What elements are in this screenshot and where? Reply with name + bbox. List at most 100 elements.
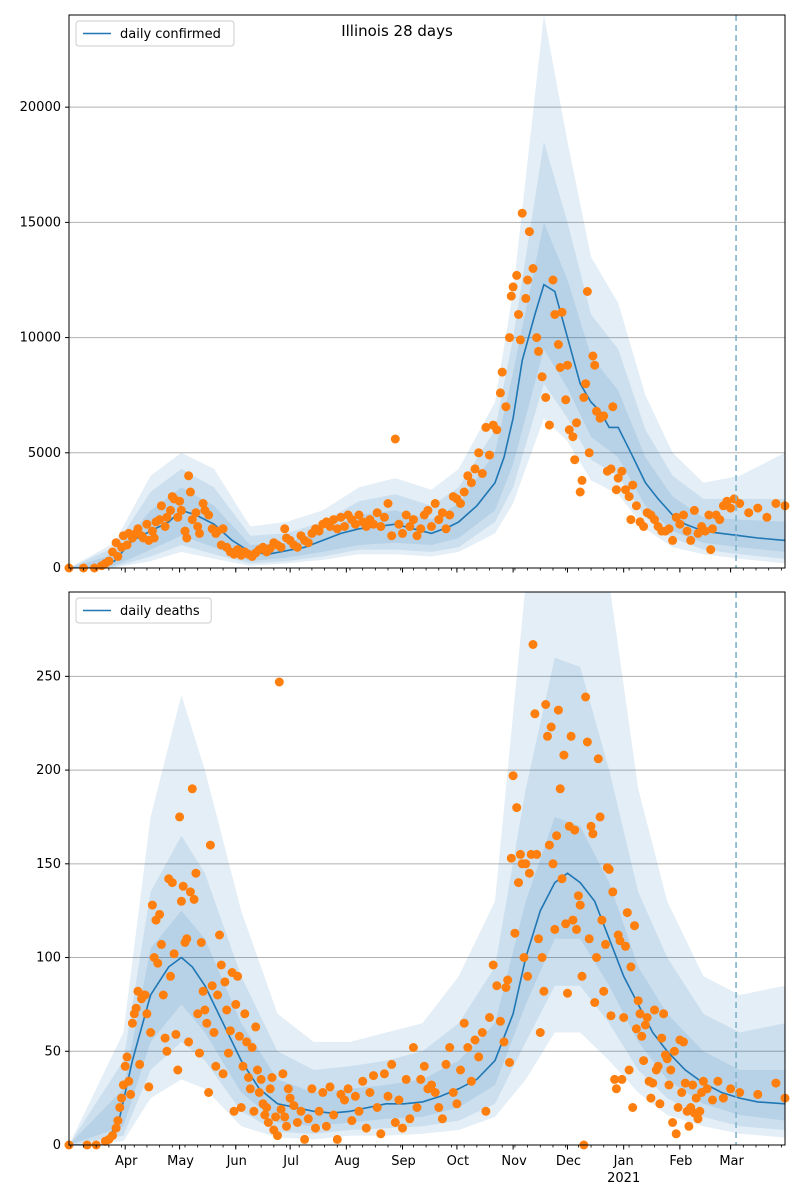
observed-point — [144, 1082, 154, 1092]
x-tick-label: Jun — [226, 1154, 247, 1169]
observed-point — [184, 471, 194, 481]
observed-point — [300, 1134, 310, 1144]
chart-title: Illinois 28 days — [341, 22, 453, 40]
observed-point — [307, 1084, 317, 1094]
observed-point — [158, 990, 168, 1000]
observed-point — [187, 784, 197, 794]
observed-point — [485, 1013, 494, 1022]
observed-point — [566, 731, 576, 741]
observed-point — [470, 464, 480, 474]
confidence-band-1 — [69, 816, 785, 1145]
observed-point — [224, 1048, 233, 1058]
observed-point — [501, 983, 511, 992]
observed-point — [369, 1071, 378, 1081]
observed-point — [398, 528, 407, 538]
observed-point — [263, 1118, 273, 1127]
observed-point — [615, 936, 625, 946]
plot-area — [69, 592, 785, 1145]
x-tick-label: Dec — [556, 1154, 581, 1169]
observed-point — [218, 524, 228, 534]
observed-point — [430, 1088, 440, 1097]
observed-point — [191, 508, 201, 518]
observed-point — [680, 1078, 690, 1088]
observed-point — [550, 924, 560, 934]
observed-point — [563, 988, 572, 998]
observed-point — [171, 1029, 181, 1039]
observed-point — [679, 510, 688, 520]
observed-point — [503, 975, 513, 985]
observed-point — [617, 1074, 627, 1084]
observed-point — [762, 512, 772, 522]
observed-point — [624, 1065, 634, 1075]
observed-point — [340, 522, 349, 531]
observed-point — [557, 874, 567, 884]
observed-point — [541, 700, 551, 709]
observed-point — [187, 515, 197, 525]
observed-point — [229, 1106, 239, 1116]
observed-point — [234, 1031, 244, 1041]
observed-point — [434, 1103, 444, 1112]
y-tick-label: 200 — [36, 763, 61, 778]
observed-point — [537, 953, 547, 962]
observed-point — [635, 1009, 645, 1019]
observed-point — [180, 526, 190, 536]
observed-point — [753, 503, 763, 513]
observed-point — [215, 930, 224, 940]
observed-point — [427, 1080, 436, 1090]
observed-point — [423, 505, 433, 515]
observed-point — [669, 1046, 679, 1056]
observed-point — [691, 1093, 701, 1103]
observed-point — [430, 499, 440, 508]
observed-point — [662, 1054, 672, 1064]
observed-point — [175, 496, 185, 506]
observed-point — [506, 291, 516, 301]
observed-point — [142, 1009, 152, 1019]
observed-point — [401, 1074, 411, 1084]
observed-point — [193, 522, 203, 531]
observed-point — [610, 1074, 620, 1084]
observed-point — [517, 208, 527, 218]
observed-point — [532, 333, 542, 343]
observed-point — [671, 512, 681, 522]
confidence-band-2 — [69, 657, 785, 1145]
observed-point — [604, 864, 614, 874]
observed-point — [387, 531, 397, 541]
observed-point — [185, 487, 195, 497]
observed-point — [416, 524, 426, 534]
observed-point — [256, 1074, 266, 1084]
observed-point — [173, 512, 183, 522]
observed-point — [332, 524, 342, 534]
observed-point — [271, 1112, 281, 1122]
observed-point — [553, 340, 563, 349]
observed-point — [437, 508, 447, 518]
observed-point — [383, 1091, 393, 1101]
observed-point — [684, 1121, 694, 1131]
confidence-band-3 — [69, 15, 785, 568]
x-tick-label: Jul — [282, 1154, 299, 1169]
observed-point — [505, 333, 514, 343]
legend-box — [75, 20, 235, 47]
observed-point — [166, 505, 175, 515]
observed-point — [628, 480, 638, 490]
observed-point — [611, 1084, 621, 1094]
observed-point — [664, 524, 674, 534]
observed-point — [280, 524, 290, 534]
observed-point — [176, 896, 186, 906]
observed-point — [379, 512, 389, 522]
observed-point — [653, 1061, 663, 1071]
observed-point — [276, 542, 286, 552]
observed-point — [515, 849, 525, 859]
observed-point — [505, 1058, 514, 1067]
observed-point — [441, 1059, 451, 1069]
observed-point — [575, 900, 585, 910]
observed-point — [577, 971, 587, 981]
observed-point — [303, 538, 313, 548]
observed-point — [156, 939, 166, 949]
observed-point — [354, 1106, 364, 1116]
observed-point — [546, 722, 556, 732]
observed-point — [245, 1084, 255, 1094]
observed-point — [196, 938, 206, 947]
deaths-panel: 0 50 100 150 200 250 Apr May Jun Jul Aug Sep Oct Nov D… — [36, 591, 790, 1186]
observed-point — [532, 849, 542, 859]
observed-point — [184, 1037, 194, 1047]
